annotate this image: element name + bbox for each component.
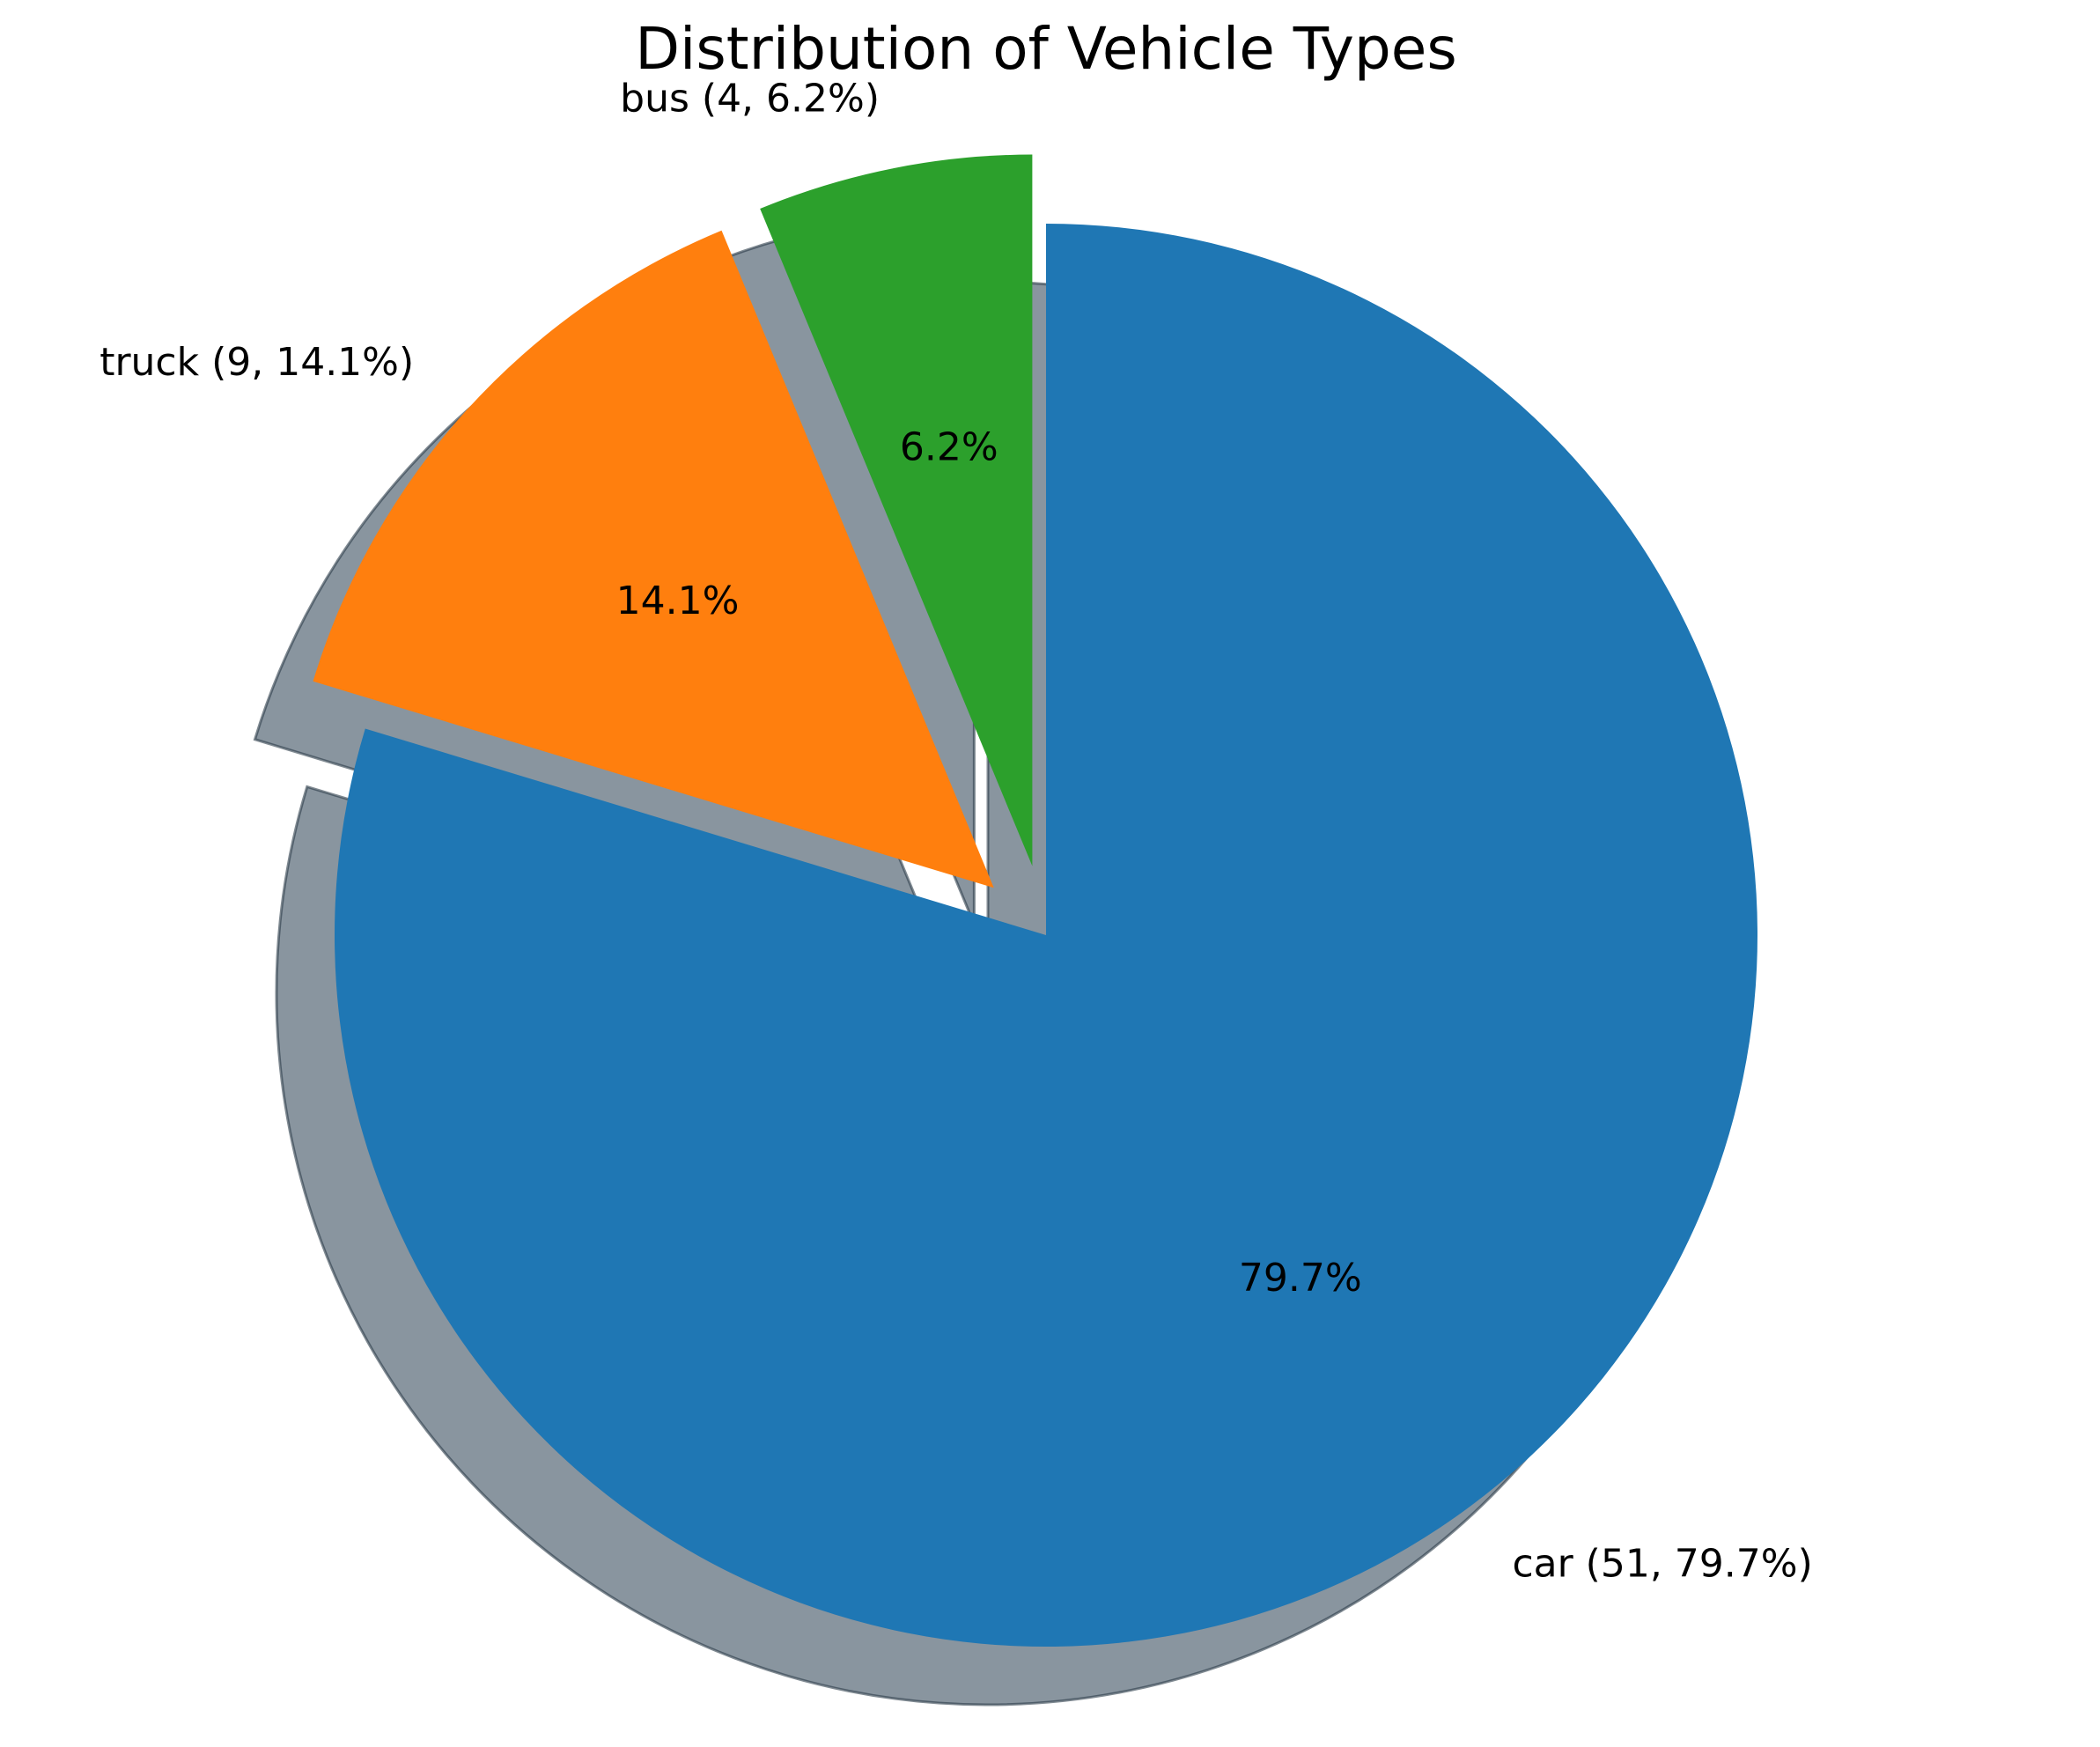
outer-label-truck: truck (9, 14.1%) <box>99 340 414 385</box>
slices <box>313 154 1757 1647</box>
percent-label-truck: 14.1% <box>616 579 740 623</box>
labels: 79.7% car (51, 79.7%) 14.1% truck (9, 14.1%… <box>99 76 1813 1586</box>
pie-slice-truck <box>313 230 994 888</box>
pie-slice-car <box>335 224 1757 1647</box>
outer-label-bus: bus (4, 6.2%) <box>620 76 880 121</box>
pie-slice-bus <box>760 154 1033 866</box>
percent-label-bus: 6.2% <box>900 425 998 470</box>
chart-title: Distribution of Vehicle Types <box>635 15 1457 83</box>
outer-label-car: car (51, 79.7%) <box>1512 1541 1812 1586</box>
percent-label-car: 79.7% <box>1239 1256 1362 1301</box>
